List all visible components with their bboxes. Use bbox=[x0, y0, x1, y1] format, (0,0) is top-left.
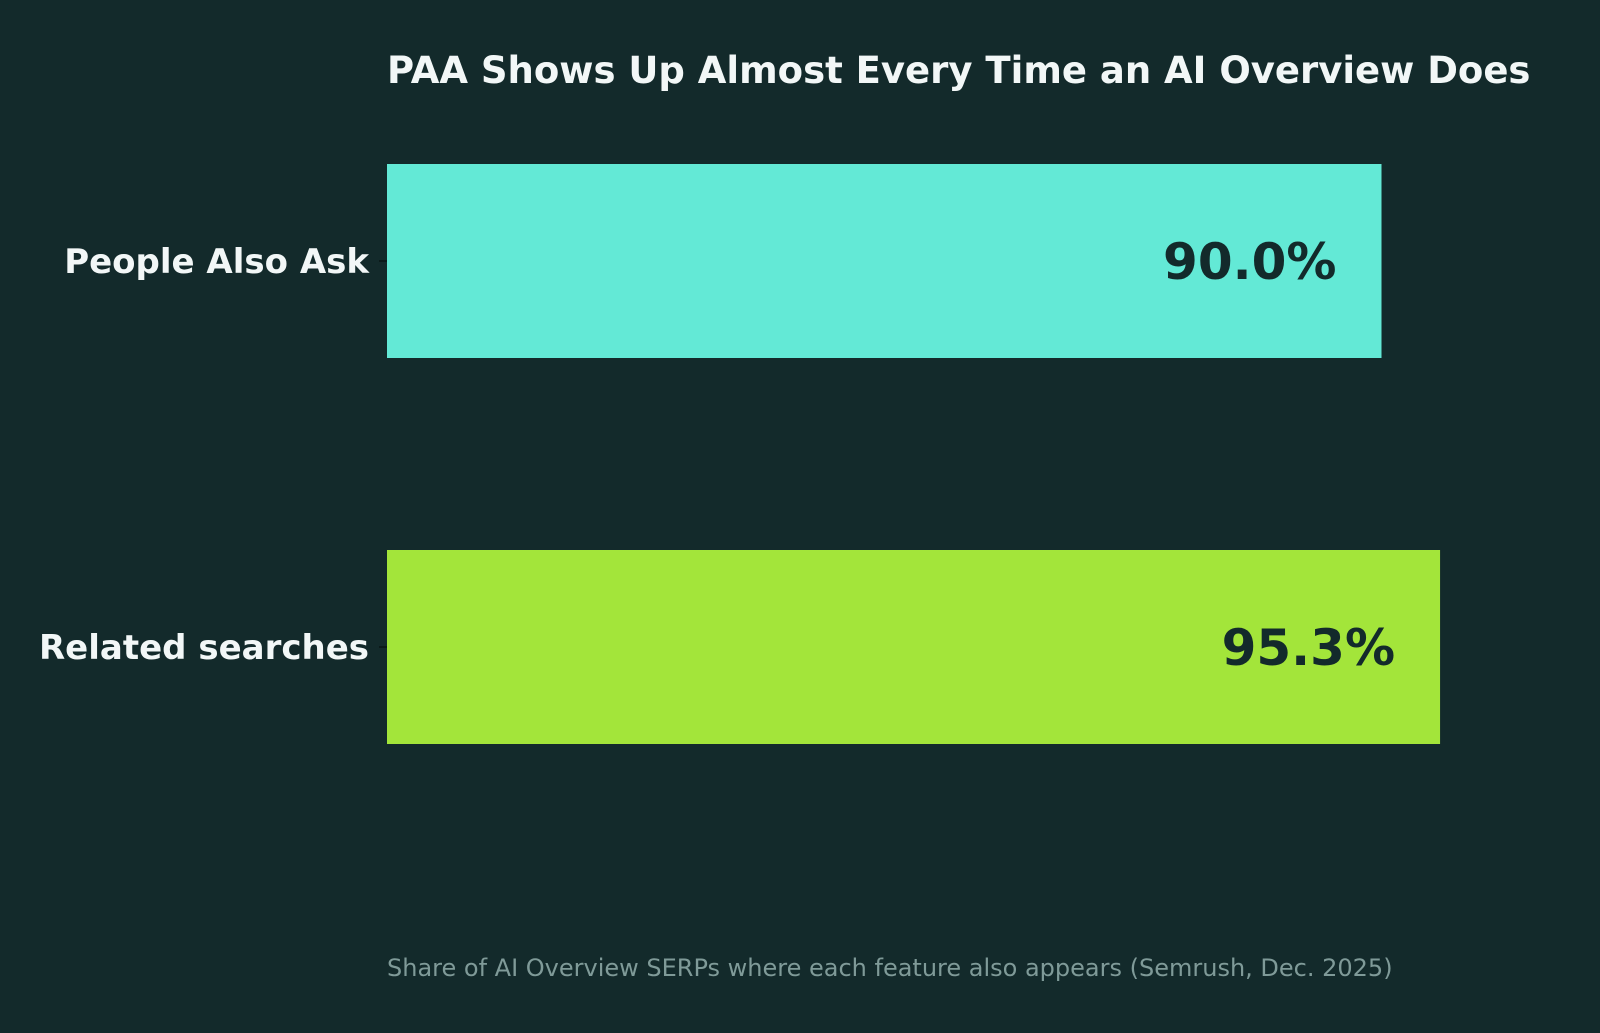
chart-caption: Share of AI Overview SERPs where each fe… bbox=[387, 954, 1393, 982]
value-label-1: 95.3% bbox=[1222, 619, 1395, 677]
bar-1 bbox=[387, 550, 1441, 744]
bar-0 bbox=[387, 164, 1382, 358]
category-label-0: People Also Ask bbox=[64, 242, 370, 282]
value-label-0: 90.0% bbox=[1163, 233, 1336, 291]
category-label-1: Related searches bbox=[39, 628, 369, 668]
bars-layer: People Also Ask 90.0% Related searches 95.3… bbox=[39, 164, 1441, 744]
chart-title: PAA Shows Up Almost Every Time an AI Ove… bbox=[387, 49, 1530, 92]
